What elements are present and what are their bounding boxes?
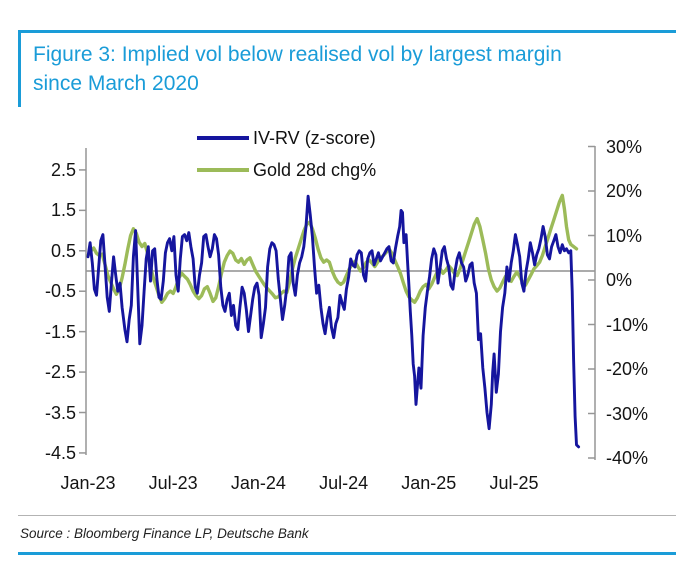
left-axis-tick-label: 0.5 — [50, 240, 76, 261]
legend-row-gold: Gold 28d chg% — [197, 154, 376, 186]
x-axis-tick-label: Jan-25 — [401, 473, 457, 493]
right-axis-tick-label: 10% — [606, 225, 643, 246]
legend-label-gold: Gold 28d chg% — [253, 159, 377, 180]
right-axis-tick-label: -30% — [606, 403, 649, 424]
right-axis-tick-label: 0% — [606, 270, 633, 290]
legend-label-iv-rv: IV-RV (z-score) — [253, 127, 376, 148]
right-axis-tick-label: 20% — [606, 181, 643, 201]
left-axis-tick-label: 2.5 — [50, 159, 76, 180]
legend-line-iv-rv-icon — [197, 136, 249, 140]
left-axis-tick-label: -0.5 — [44, 281, 76, 302]
x-axis-tick-label: Jul-25 — [489, 473, 539, 493]
figure-title-line-2: since March 2020 — [33, 72, 199, 95]
chart-legend: IV-RV (z-score) Gold 28d chg% — [197, 122, 376, 186]
legend-row-iv-rv: IV-RV (z-score) — [197, 122, 376, 154]
right-axis-tick-label: -10% — [606, 314, 649, 335]
right-axis-tick-label: -40% — [606, 448, 649, 468]
left-axis-tick-label: 1.5 — [50, 200, 76, 221]
x-axis-tick-label: Jul-24 — [319, 473, 369, 493]
left-axis-tick-label: -3.5 — [44, 402, 76, 423]
left-axis-tick-label: -2.5 — [44, 362, 76, 383]
right-axis-tick-label: 30% — [606, 136, 643, 157]
x-axis-tick-label: Jan-24 — [230, 473, 286, 493]
source-line: Source : Bloomberg Finance LP, Deutsche … — [20, 526, 309, 541]
legend-line-gold-icon — [197, 168, 249, 172]
x-axis-tick-label: Jan-23 — [60, 473, 116, 493]
left-axis-tick-label: -1.5 — [44, 321, 76, 342]
left-axis-tick-label: -4.5 — [44, 442, 76, 463]
figure-title-line-1: Figure 3: Implied vol below realised vol… — [33, 43, 562, 66]
bottom-accent-rule — [18, 552, 676, 555]
figure-title-block: Figure 3: Implied vol below realised vol… — [18, 30, 676, 107]
gold-series-line — [86, 193, 579, 304]
right-axis-tick-label: -20% — [606, 359, 649, 379]
source-divider — [18, 515, 676, 516]
iv-rv-series-line — [86, 194, 581, 449]
x-axis-tick-label: Jul-23 — [148, 473, 198, 493]
